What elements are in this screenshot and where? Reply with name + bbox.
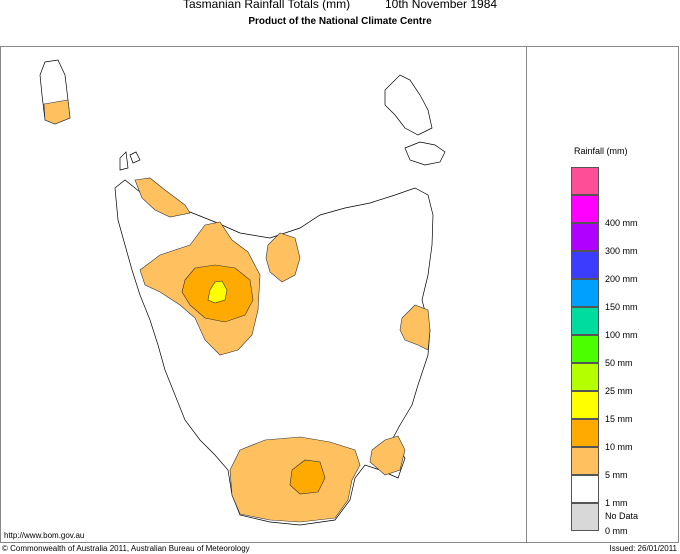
- legend-swatch: [571, 475, 599, 503]
- rain-1mm-southeast: [369, 435, 406, 476]
- robbins-island: [129, 151, 141, 164]
- map-subtitle: Product of the National Climate Centre: [248, 16, 432, 27]
- legend-nodata-label: No Data: [605, 511, 639, 521]
- map-date: 10th November 1984: [385, 0, 498, 11]
- legend-label: 5 mm: [605, 470, 628, 480]
- legend-swatch: [571, 223, 599, 251]
- legend-swatch: [571, 195, 599, 223]
- legend-label: 300 mm: [605, 246, 638, 256]
- rain-1mm-east-coast: [399, 304, 431, 351]
- cape-barren-island: [404, 141, 446, 166]
- legend-swatch: [571, 279, 599, 307]
- legend-label: 0 mm: [605, 526, 628, 536]
- rain-1mm-northeast: [265, 232, 301, 283]
- tasmania-map: [39, 59, 446, 526]
- legend-title: Rainfall (mm): [574, 146, 628, 156]
- legend-swatch: [571, 391, 599, 419]
- legend-label: 10 mm: [605, 442, 633, 452]
- rain-10mm-central: [207, 280, 228, 304]
- legend-swatch: [571, 503, 599, 531]
- legend-label: 50 mm: [605, 358, 633, 368]
- legend-swatch: [571, 447, 599, 475]
- legend-swatch: [571, 335, 599, 363]
- map-frame: [0, 46, 679, 543]
- legend-swatch: [571, 251, 599, 279]
- legend-swatch: [571, 363, 599, 391]
- rain-5mm-south: [289, 459, 326, 495]
- legend-label: 150 mm: [605, 302, 638, 312]
- rain-1mm-king-island: [43, 99, 71, 125]
- legend-label: 15 mm: [605, 414, 633, 424]
- hunter-island: [119, 151, 129, 171]
- footer-copyright: © Commonwealth of Australia 2011, Austra…: [2, 544, 250, 553]
- legend-label: 25 mm: [605, 386, 633, 396]
- legend-label: 200 mm: [605, 274, 638, 284]
- legend-swatch: [571, 419, 599, 447]
- map-title: Tasmanian Rainfall Totals (mm): [183, 0, 351, 11]
- footer-issued: Issued: 26/01/2011: [609, 544, 677, 553]
- legend-label: 100 mm: [605, 330, 638, 340]
- legend-swatch: [571, 167, 599, 195]
- rain-1mm-north-coast: [134, 177, 191, 218]
- flinders-island: [384, 74, 433, 136]
- legend-swatch: [571, 307, 599, 335]
- legend-label: 400 mm: [605, 218, 638, 228]
- footer-url[interactable]: http://www.bom.gov.au: [4, 531, 85, 540]
- legend-label: 1 mm: [605, 498, 628, 508]
- legend-divider: [526, 46, 527, 543]
